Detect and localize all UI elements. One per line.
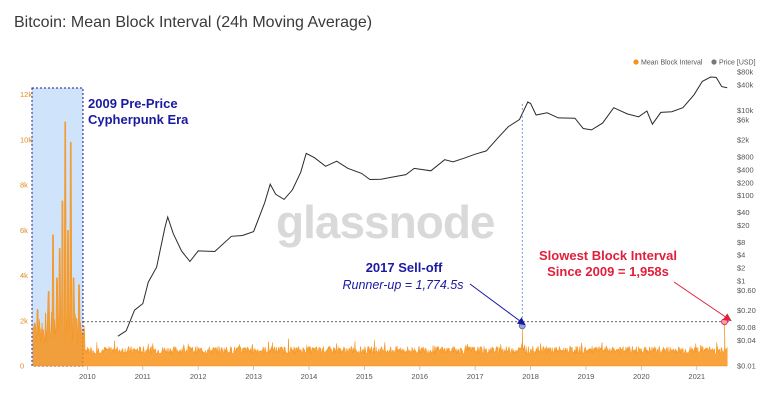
y-right-tick-label: $2 bbox=[737, 264, 745, 273]
x-tick-label: 2014 bbox=[301, 372, 318, 381]
interval-series bbox=[32, 121, 728, 367]
y-right-tick-label: $1 bbox=[737, 276, 745, 285]
selloff-marker bbox=[518, 322, 526, 330]
y-left-tick-label: 10k bbox=[20, 135, 32, 144]
y-right-tick-label: $80k bbox=[737, 68, 754, 77]
y-right-tick-label: $6k bbox=[737, 115, 749, 124]
y-right-tick-label: $400 bbox=[737, 166, 754, 175]
y-right-tick-label: $100 bbox=[737, 191, 754, 200]
annotation-slowest: Slowest Block Interval Since 2009 = 1,95… bbox=[539, 248, 732, 322]
x-tick-label: 2015 bbox=[356, 372, 373, 381]
y-right-tick-label: $0.08 bbox=[737, 323, 756, 332]
slowest-marker bbox=[721, 318, 728, 326]
interval-area bbox=[32, 121, 728, 367]
annotation-pre-price-line1: 2009 Pre-Price bbox=[88, 96, 178, 111]
y-right-tick-label: $2k bbox=[737, 136, 749, 145]
annotation-slowest-arrow bbox=[673, 281, 732, 322]
legend-label-price: Price [USD] bbox=[719, 60, 756, 67]
annotation-pre-price-line2: Cypherpunk Era bbox=[88, 112, 189, 127]
x-tick-label: 2012 bbox=[190, 372, 207, 381]
y-right-tick-label: $0.20 bbox=[737, 306, 756, 315]
y-right-tick-label: $0.04 bbox=[737, 336, 756, 345]
annotation-slowest-line2: Since 2009 = 1,958s bbox=[547, 264, 669, 279]
y-right-tick-label: $40 bbox=[737, 208, 750, 217]
annotation-selloff: 2017 Sell-off Runner-up = 1,774.5s bbox=[342, 260, 526, 326]
y-right-tick-label: $800 bbox=[737, 153, 754, 162]
y-right-tick-label: $4 bbox=[737, 251, 745, 260]
annotation-selloff-sub: Runner-up = 1,774.5s bbox=[342, 278, 463, 292]
x-tick-label: 2010 bbox=[79, 372, 96, 381]
legend-swatch-price bbox=[711, 59, 717, 65]
x-tick-label: 2021 bbox=[688, 372, 705, 381]
x-tick-label: 2020 bbox=[633, 372, 650, 381]
annotation-slowest-line1: Slowest Block Interval bbox=[539, 248, 677, 263]
y-right-tick-label: $0.01 bbox=[737, 362, 756, 371]
x-axis: 2010 2011 2012 2013 2014 2015 2016 2017 2018 2019… bbox=[79, 366, 705, 381]
watermark: glassnode bbox=[276, 196, 495, 248]
y-right-tick-label: $200 bbox=[737, 178, 754, 187]
x-tick-label: 2011 bbox=[135, 372, 151, 381]
page-title: Bitcoin: Mean Block Interval (24h Moving… bbox=[14, 14, 373, 31]
x-tick-label: 2017 bbox=[467, 372, 484, 381]
legend-swatch-interval bbox=[633, 59, 639, 65]
y-right-tick-label: $20 bbox=[737, 221, 750, 230]
x-tick-label: 2019 bbox=[578, 372, 595, 381]
y-right-tick-label: $10k bbox=[737, 106, 754, 115]
price-line bbox=[117, 76, 728, 337]
legend: Mean Block Interval Price [USD] bbox=[633, 59, 756, 67]
y-left-tick-label: 0 bbox=[20, 362, 24, 371]
y-left-tick-label: 6k bbox=[20, 226, 28, 235]
y-axis-right: $0.01 $0.04 $0.08 $0.20 $0.60$1 $2 $4 $8 $20 $40 $… bbox=[737, 68, 756, 371]
plot-area bbox=[0, 54, 780, 366]
legend-label-interval: Mean Block Interval bbox=[641, 60, 703, 67]
annotation-selloff-title: 2017 Sell-off bbox=[366, 260, 443, 275]
y-left-tick-label: 2k bbox=[20, 316, 28, 325]
y-right-tick-label: $0.60 bbox=[737, 286, 756, 295]
y-right-tick-label: $8 bbox=[737, 238, 745, 247]
y-left-tick-label: 4k bbox=[20, 271, 28, 280]
annotation-selloff-arrow bbox=[469, 283, 526, 326]
y-left-tick-label: 12k bbox=[20, 90, 32, 99]
price-series bbox=[117, 76, 728, 337]
x-tick-label: 2018 bbox=[522, 372, 539, 381]
annotation-pre-price: 2009 Pre-Price Cypherpunk Era bbox=[88, 96, 189, 127]
x-tick-label: 2016 bbox=[411, 372, 428, 381]
x-tick-label: 2013 bbox=[245, 372, 262, 381]
y-left-tick-label: 8k bbox=[20, 181, 28, 190]
y-axis-left: 0 2k 4k 6k 8k 10k 12k bbox=[20, 90, 32, 370]
y-right-tick-label: $40k bbox=[737, 80, 754, 89]
